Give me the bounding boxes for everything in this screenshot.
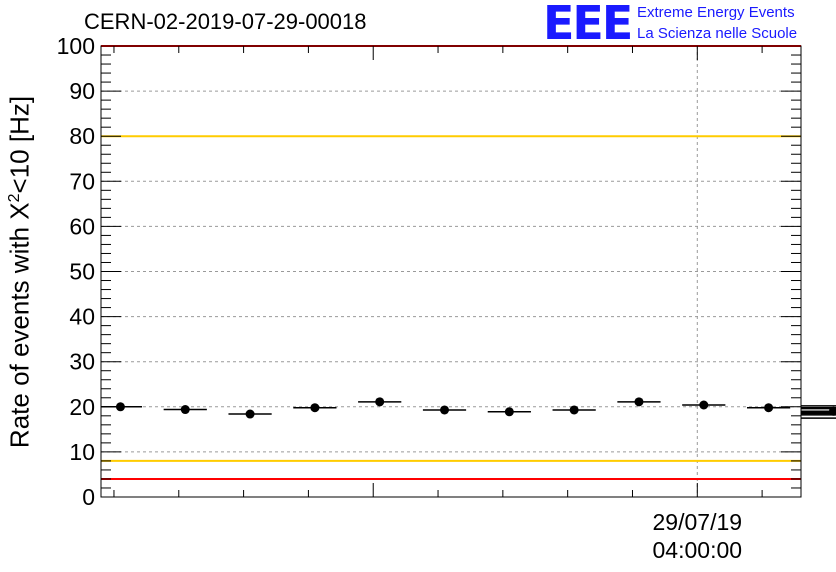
- data-point: [440, 405, 450, 415]
- y-tick-label: 20: [69, 394, 95, 420]
- y-tick-label: 70: [69, 168, 95, 194]
- y-tick-label: 0: [82, 484, 95, 510]
- y-tick-label: 100: [57, 33, 95, 59]
- y-tick-label: 40: [69, 304, 95, 330]
- y-tick-label: 50: [69, 259, 95, 285]
- logo-subtitle-line1: Extreme Energy Events: [637, 4, 795, 21]
- data-point: [699, 400, 709, 410]
- y-tick-label: 60: [69, 213, 95, 239]
- data-point: [634, 397, 644, 407]
- y-tick-label: 10: [69, 439, 95, 465]
- logo-subtitle-line2: La Scienza nelle Scuole: [637, 25, 798, 42]
- y-tick-label: 30: [69, 349, 95, 375]
- data-point: [115, 402, 125, 412]
- data-point: [245, 409, 255, 419]
- x-tick-label-date: 29/07/19: [653, 509, 743, 535]
- data-point: [180, 405, 190, 415]
- data-point: [764, 403, 774, 413]
- data-point: [375, 397, 385, 407]
- data-point: [310, 403, 320, 413]
- data-point: [569, 405, 579, 415]
- x-tick-label-time: 04:00:00: [653, 537, 743, 563]
- chart-title: CERN-02-2019-07-29-00018: [84, 9, 367, 34]
- eee-logo: EEE: [543, 0, 633, 50]
- y-tick-label: 80: [69, 123, 95, 149]
- data-point: [504, 407, 514, 417]
- y-tick-label: 90: [69, 78, 95, 104]
